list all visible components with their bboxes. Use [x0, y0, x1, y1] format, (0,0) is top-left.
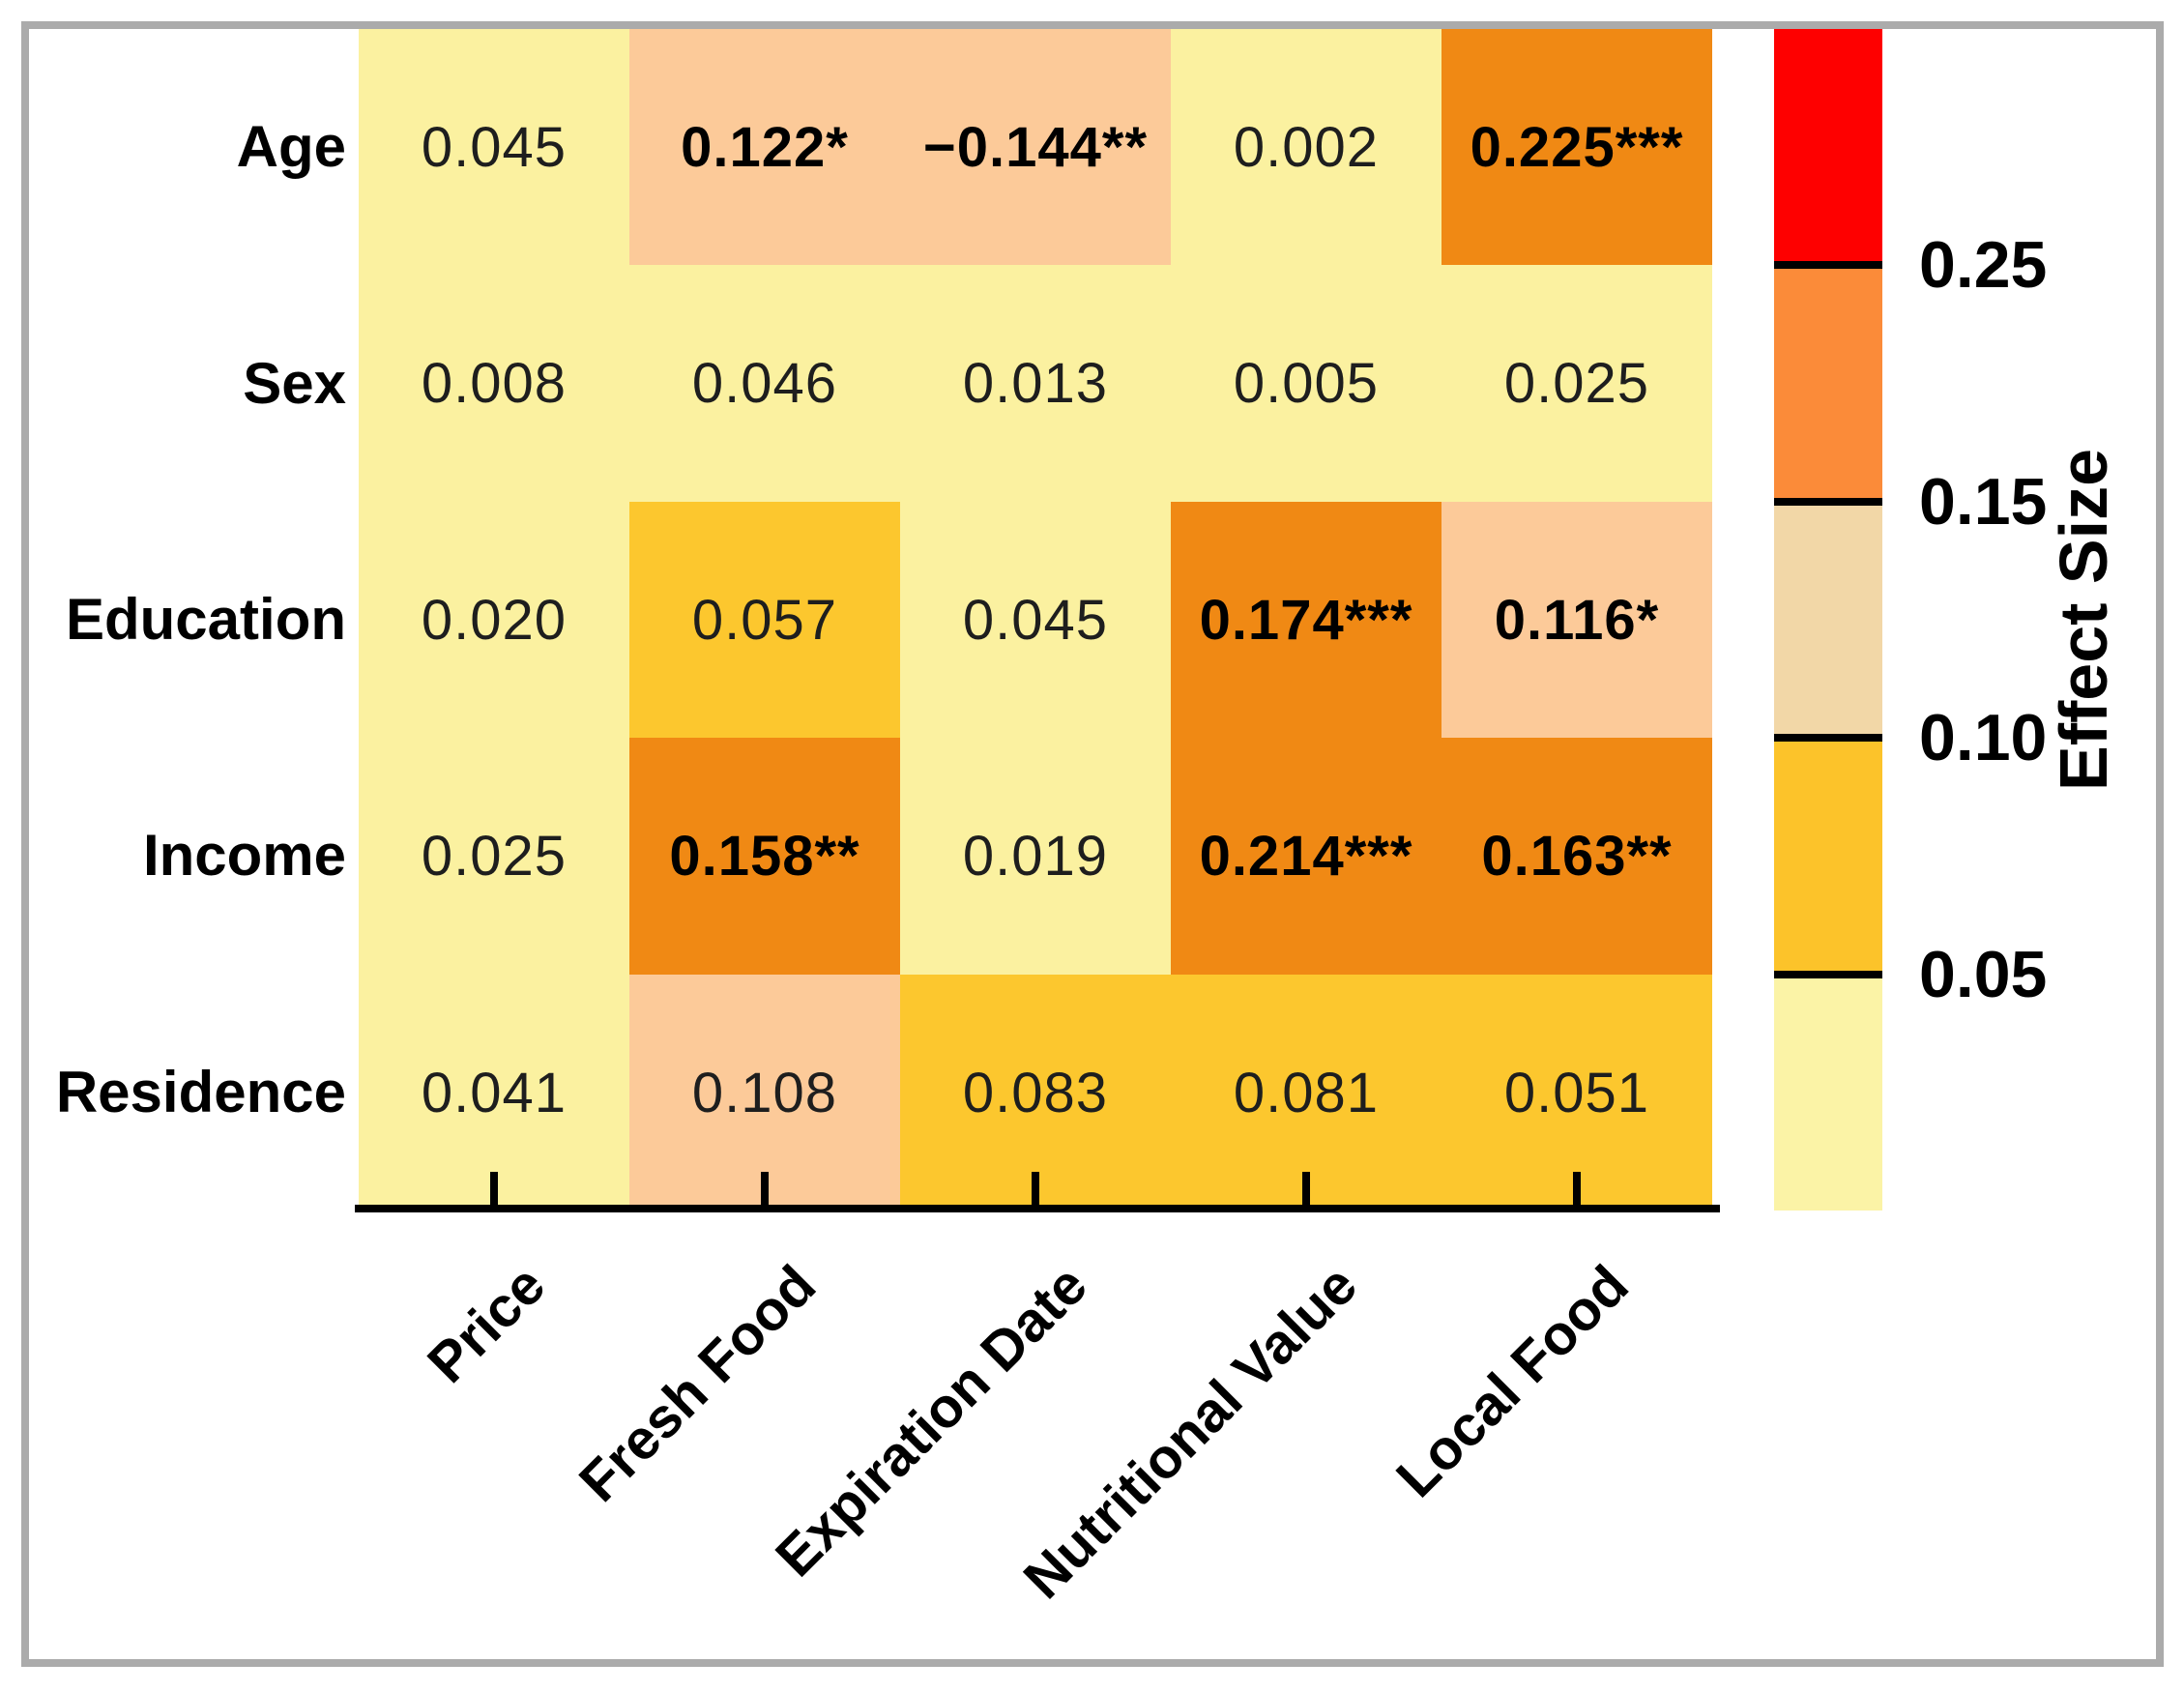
- cell-income-fresh-food: 0.158**: [629, 738, 900, 976]
- colorbar-boundary-line-2: [1774, 734, 1882, 743]
- cell-income-price: 0.025: [359, 738, 629, 976]
- figure-border: [21, 21, 2164, 1667]
- cell-income-expiration-date: 0.019: [900, 738, 1171, 976]
- x-axis-tick-nutritional-value: [1302, 1172, 1310, 1205]
- x-axis-tick-price: [490, 1172, 498, 1205]
- colorbar-boundary-line-1: [1774, 497, 1882, 506]
- cell-residence-expiration-date: 0.083: [900, 974, 1171, 1211]
- cell-residence-fresh-food: 0.108: [629, 974, 900, 1211]
- colorbar-tick-label-0.10: 0.10: [1919, 701, 2048, 775]
- cell-age-local-food: 0.225***: [1441, 29, 1712, 267]
- row-label-residence: Residence: [55, 1059, 346, 1124]
- cell-education-price: 0.020: [359, 501, 629, 739]
- cell-education-fresh-food: 0.057: [629, 501, 900, 739]
- colorbar-boundary-line-3: [1774, 970, 1882, 978]
- cell-sex-price: 0.008: [359, 265, 629, 503]
- cell-sex-fresh-food: 0.046: [629, 265, 900, 503]
- colorbar-boundary-line-0: [1774, 261, 1882, 270]
- cell-residence-local-food: 0.051: [1441, 974, 1712, 1211]
- x-axis-tick-local-food: [1573, 1172, 1581, 1205]
- cell-education-expiration-date: 0.045: [900, 501, 1171, 739]
- cell-sex-local-food: 0.025: [1441, 265, 1712, 503]
- x-axis-tick-expiration-date: [1032, 1172, 1039, 1205]
- colorbar-tick-label-0.15: 0.15: [1919, 464, 2048, 539]
- colorbar-segment-0: [1774, 29, 1882, 266]
- row-label-education: Education: [65, 587, 346, 652]
- x-axis-tick-fresh-food: [761, 1172, 769, 1205]
- cell-age-fresh-food: 0.122*: [629, 29, 900, 267]
- cell-sex-nutritional-value: 0.005: [1171, 265, 1441, 503]
- cell-income-local-food: 0.163**: [1441, 738, 1712, 976]
- colorbar-segment-2: [1774, 501, 1882, 739]
- row-label-sex: Sex: [243, 350, 346, 416]
- cell-income-nutritional-value: 0.214***: [1171, 738, 1441, 976]
- cell-residence-price: 0.041: [359, 974, 629, 1211]
- cell-age-expiration-date: −0.144**: [900, 29, 1171, 267]
- row-label-age: Age: [236, 114, 346, 180]
- x-axis-line: [355, 1205, 1720, 1212]
- cell-education-nutritional-value: 0.174***: [1171, 501, 1441, 739]
- cell-residence-nutritional-value: 0.081: [1171, 974, 1441, 1211]
- colorbar-title: Effect Size: [2046, 449, 2121, 791]
- row-label-income: Income: [142, 823, 346, 889]
- cell-education-local-food: 0.116*: [1441, 501, 1712, 739]
- colorbar-tick-label-0.05: 0.05: [1919, 937, 2048, 1011]
- colorbar-segment-3: [1774, 738, 1882, 976]
- colorbar-segment-4: [1774, 974, 1882, 1211]
- cell-age-nutritional-value: 0.002: [1171, 29, 1441, 267]
- colorbar-segment-1: [1774, 265, 1882, 503]
- cell-age-price: 0.045: [359, 29, 629, 267]
- colorbar-tick-label-0.25: 0.25: [1919, 228, 2048, 303]
- cell-sex-expiration-date: 0.013: [900, 265, 1171, 503]
